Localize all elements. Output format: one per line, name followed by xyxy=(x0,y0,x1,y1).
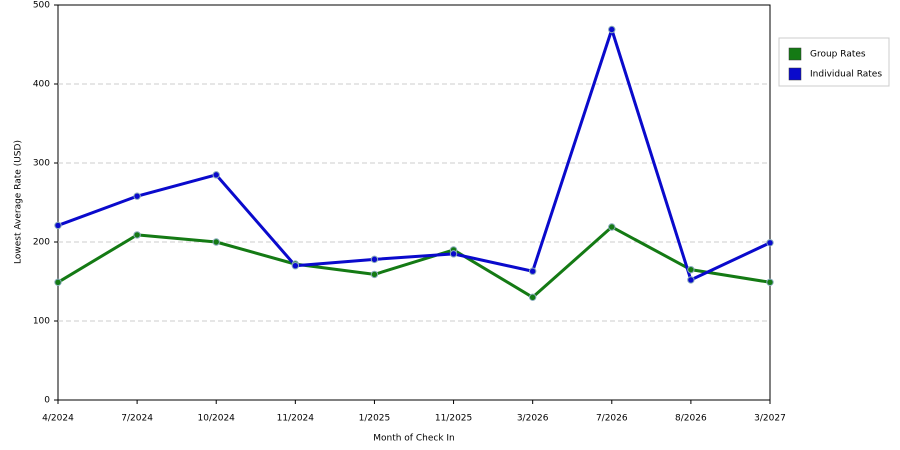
data-point xyxy=(54,278,62,286)
y-axis-label: Lowest Average Rate (USD) xyxy=(14,140,24,264)
y-tick-label: 300 xyxy=(33,159,50,169)
data-point xyxy=(528,267,537,275)
data-point xyxy=(766,278,774,286)
y-tick-label: 100 xyxy=(33,317,50,327)
legend-swatch xyxy=(788,67,802,81)
data-point xyxy=(54,221,62,230)
x-tick-label: 11/2025 xyxy=(435,414,472,424)
series-line xyxy=(57,225,771,299)
x-tick-label: 7/2026 xyxy=(596,414,628,424)
plot-frame xyxy=(57,4,771,401)
y-tick-label: 500 xyxy=(33,1,50,11)
y-tick-label: 200 xyxy=(33,238,50,248)
data-point xyxy=(133,231,141,239)
x-tick-label: 1/2025 xyxy=(359,414,391,424)
x-tick-label: 3/2026 xyxy=(517,414,549,424)
data-point xyxy=(133,192,141,200)
legend-label: Group Rates xyxy=(810,50,866,60)
data-point xyxy=(449,250,458,258)
x-axis-label: Month of Check In xyxy=(373,434,455,444)
data-point xyxy=(766,239,774,247)
x-tick-label: 11/2024 xyxy=(277,414,315,424)
x-tick-label: 4/2024 xyxy=(42,414,74,424)
data-point xyxy=(608,223,616,231)
x-tick-label: 8/2026 xyxy=(675,414,707,424)
data-point xyxy=(212,238,220,246)
legend-label: Individual Rates xyxy=(810,70,882,80)
data-point xyxy=(608,25,616,34)
data-point xyxy=(212,171,220,179)
x-tick-label: 7/2024 xyxy=(121,414,153,424)
y-tick-label: 400 xyxy=(33,80,50,90)
data-point xyxy=(291,262,300,270)
x-tick-label: 10/2024 xyxy=(198,414,236,424)
y-tick-label: 0 xyxy=(44,396,50,406)
legend-swatch xyxy=(788,47,802,61)
data-point xyxy=(687,265,695,274)
data-point xyxy=(528,293,537,301)
series-line xyxy=(57,27,771,282)
data-point xyxy=(370,255,379,264)
data-point xyxy=(687,276,695,284)
data-point xyxy=(370,270,379,279)
x-tick-label: 3/2027 xyxy=(754,414,786,424)
